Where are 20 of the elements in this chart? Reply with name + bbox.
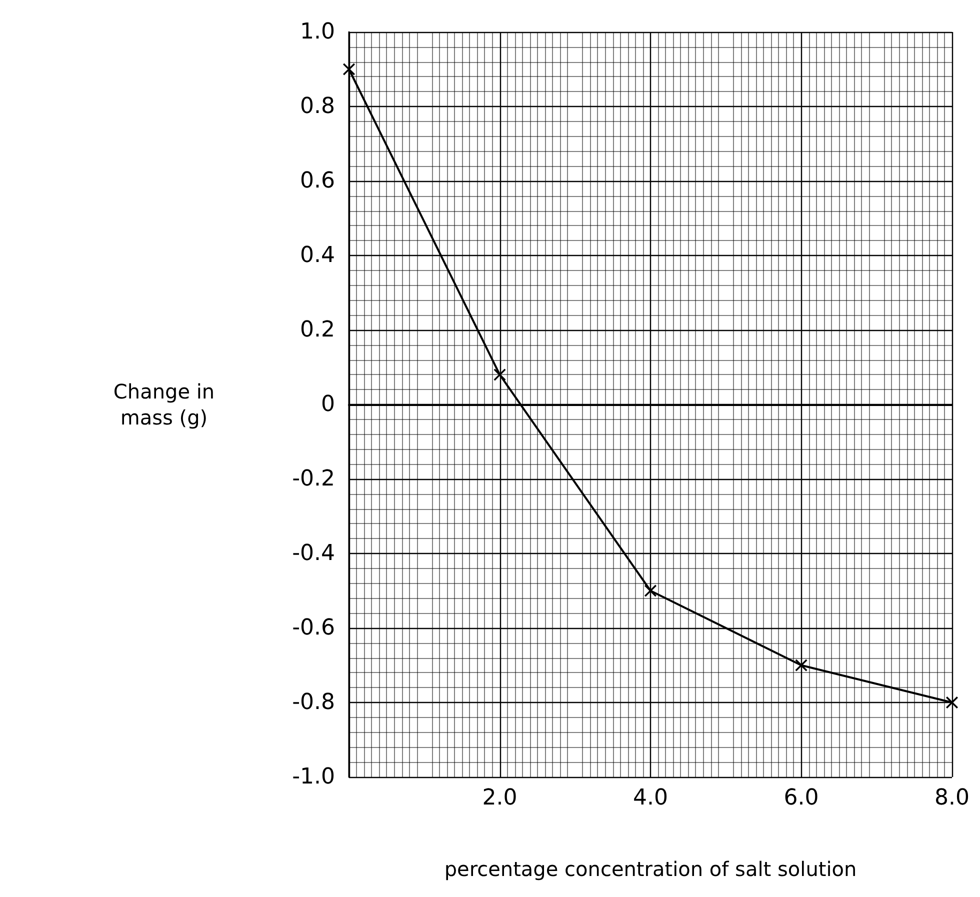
y-axis-title: Change in mass (g) <box>113 380 215 430</box>
x-tick-label: 8.0 <box>934 786 970 810</box>
y-tick-label: 0.2 <box>300 318 335 342</box>
x-tick-label: 2.0 <box>482 786 518 810</box>
point <box>795 659 808 672</box>
x-tick-label: 4.0 <box>633 786 668 810</box>
y-tick-label: -0.2 <box>292 466 335 492</box>
y-tick-label: 0.8 <box>300 94 335 119</box>
x-axis-title: percentage concentration of salt solution <box>444 857 857 881</box>
y-tick-label: -0.8 <box>292 690 335 715</box>
y-tick-label: 0 <box>321 392 335 417</box>
y-tick-label: 1.0 <box>300 20 335 44</box>
y-tick-label: 0.4 <box>300 243 335 268</box>
point <box>946 696 958 708</box>
y-tick-label: 0.6 <box>300 168 335 194</box>
point <box>494 368 506 381</box>
y-tick-label: -0.4 <box>292 541 335 566</box>
x-tick-label: 6.0 <box>784 786 819 810</box>
y-tick-label: -1.0 <box>292 764 335 790</box>
y-tick-label: -0.6 <box>292 616 335 640</box>
